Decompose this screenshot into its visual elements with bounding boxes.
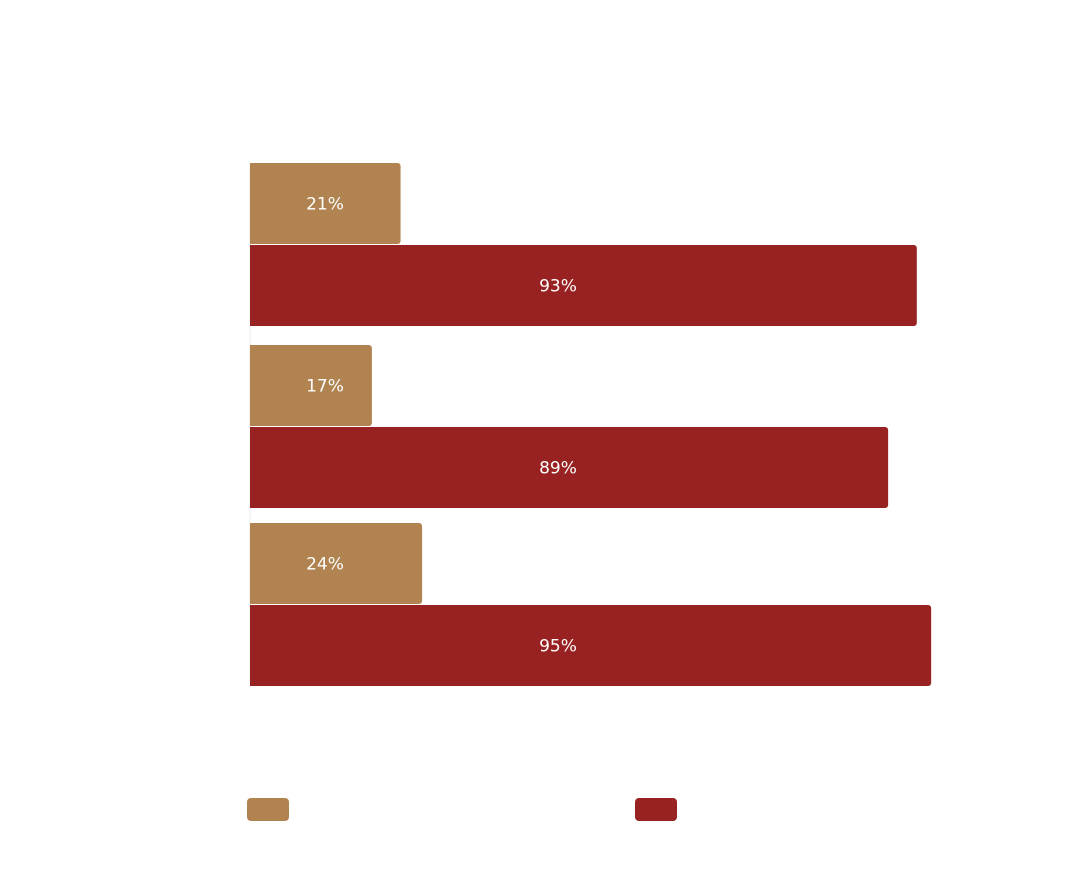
bar-corner-cover	[250, 345, 256, 426]
bar-corner-cover	[250, 605, 256, 686]
bar-corner-cover	[250, 245, 256, 326]
value-label: 89%	[539, 459, 577, 479]
bar	[250, 427, 889, 508]
value-label: 21%	[306, 195, 344, 215]
legend-swatch	[247, 798, 289, 821]
bar	[250, 345, 372, 426]
value-label: 17%	[306, 377, 344, 397]
bar-corner-cover	[250, 523, 256, 604]
bar	[250, 245, 917, 326]
bar	[250, 523, 423, 604]
legend-swatch	[635, 798, 677, 821]
bar	[250, 605, 932, 686]
bar	[250, 163, 401, 244]
bar-corner-cover	[250, 427, 256, 508]
value-label: 24%	[306, 555, 344, 575]
value-label: 95%	[539, 637, 577, 657]
bar-corner-cover	[250, 163, 256, 244]
value-label: 93%	[539, 277, 577, 297]
